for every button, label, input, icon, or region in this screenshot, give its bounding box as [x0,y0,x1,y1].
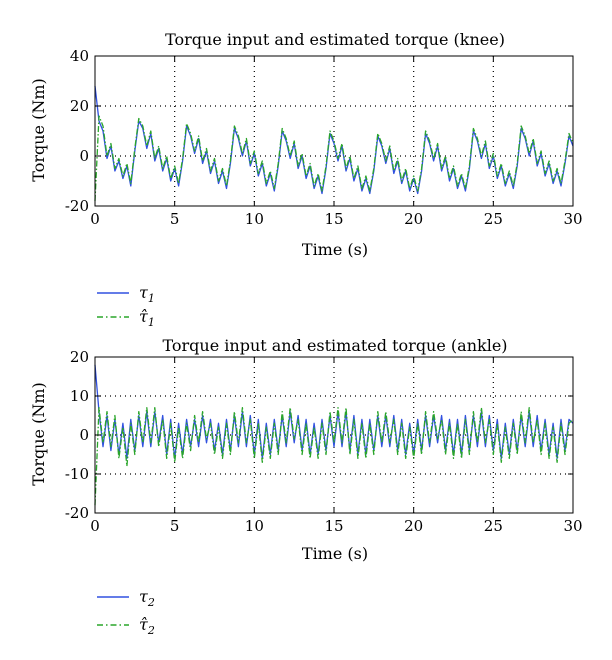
series-line-input [94,85,574,195]
series-line-input [94,364,574,460]
chart-title: Torque input and estimated torque (ankle… [162,336,507,355]
grid [95,56,573,206]
plot-frame [94,356,574,514]
y-tick-label: 20 [70,348,89,366]
x-axis-label: Time (s) [302,544,368,563]
x-tick-label: 20 [404,517,423,535]
chart-title: Torque input and estimated torque (knee) [165,30,505,49]
series-line-estimate [94,407,574,506]
legend-symbol: τ̂ [139,615,149,634]
x-tick-label: 15 [324,210,343,228]
legend-subscript: 2 [147,596,155,609]
y-tick-label: -20 [65,197,89,215]
x-tick-label: 30 [563,517,582,535]
y-axis-label: Torque (Nm) [29,382,48,485]
chart-knee: Torque input and estimated torque (knee)… [29,30,583,329]
legend-item-tauhat1: τ̂1 [97,307,155,329]
legend-label-tauhat2: τ̂2 [139,615,155,637]
x-tick-label: 0 [90,517,100,535]
series-line-estimate [94,115,574,202]
legend: τ2 τ̂2 [97,587,155,637]
x-tick-label: 25 [484,517,503,535]
y-tick-label: 10 [70,387,89,405]
legend-item-tau2: τ2 [97,587,155,609]
y-tick-label: 20 [70,97,89,115]
x-tick-label: 10 [245,517,264,535]
legend-label-tau1: τ1 [139,283,155,305]
legend-subscript: 1 [148,292,155,305]
y-tick-label: 0 [79,147,89,165]
legend-item-tau1: τ1 [97,283,155,305]
legend-symbol: τ̂ [139,307,149,326]
legend-label-tauhat1: τ̂1 [139,307,155,329]
y-tick-label: 40 [70,47,89,65]
plot-lines [94,364,574,506]
grid [95,357,573,513]
plot-lines [94,85,574,202]
x-tick-label: 5 [170,517,180,535]
legend-subscript: 2 [147,624,155,637]
y-tick-label: 0 [79,426,89,444]
x-tick-label: 20 [404,210,423,228]
chart-ankle: Torque input and estimated torque (ankle… [29,336,583,637]
x-tick-label: 5 [170,210,180,228]
x-tick-label: 15 [324,517,343,535]
x-tick-label: 25 [484,210,503,228]
axis-ticks: 0 5 10 15 20 25 30 20 10 0 -10 -20 [65,348,583,535]
x-axis-label: Time (s) [302,240,368,259]
x-tick-label: 0 [90,210,100,228]
y-tick-label: -20 [65,504,89,522]
legend-item-tauhat2: τ̂2 [97,615,155,637]
y-tick-label: -10 [65,465,89,483]
legend-label-tau2: τ2 [139,587,155,609]
legend-symbol: τ [139,587,149,606]
x-tick-label: 10 [245,210,264,228]
legend: τ1 τ̂1 [97,283,155,329]
legend-symbol: τ [139,283,149,302]
y-axis-label: Torque (Nm) [29,78,48,181]
x-tick-label: 30 [563,210,582,228]
legend-subscript: 1 [148,316,155,329]
